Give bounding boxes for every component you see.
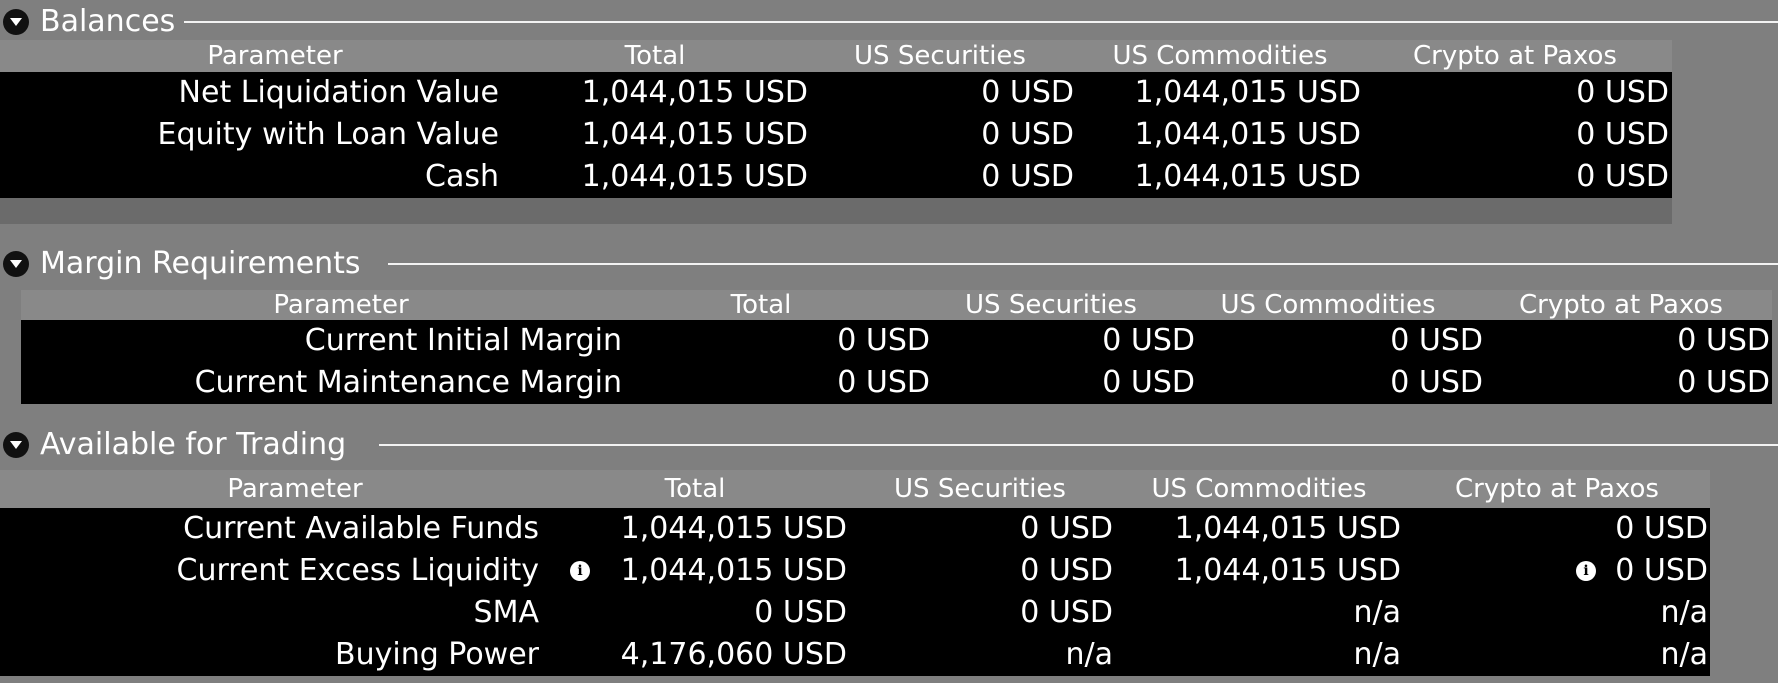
margin-section-header: Margin Requirements: [0, 244, 1778, 284]
us-securities-value: 0 USD: [1020, 553, 1113, 588]
table-row[interactable]: Buying Power 4,176,060 USD n/a n/a n/a: [0, 634, 1710, 676]
crypto-value: 0 USD: [1615, 553, 1708, 588]
us-commodities-value: 1,044,015 USD: [1134, 159, 1361, 194]
info-icon[interactable]: i: [1576, 561, 1596, 581]
total-value: 1,044,015 USD: [620, 553, 847, 588]
total-value: 1,044,015 USD: [581, 117, 808, 152]
row-label: Current Excess Liquidity: [176, 553, 539, 588]
trading-divider: [379, 444, 1778, 446]
trading-collapse-icon[interactable]: [3, 432, 29, 458]
balances-table-header: Parameter Total US Securities US Commodi…: [0, 40, 1672, 72]
us-securities-value: 0 USD: [981, 159, 1074, 194]
us-securities-value: 0 USD: [1020, 595, 1113, 630]
table-row[interactable]: Equity with Loan Value 1,044,015 USD 0 U…: [0, 114, 1672, 156]
margin-divider: [388, 263, 1778, 265]
row-label: Net Liquidation Value: [178, 75, 499, 110]
us-securities-value: n/a: [1065, 637, 1113, 672]
us-securities-value: 0 USD: [1102, 323, 1195, 358]
column-header-us-commodities[interactable]: US Commodities: [1112, 41, 1328, 71]
crypto-value: 0 USD: [1576, 117, 1669, 152]
column-header-us-securities[interactable]: US Securities: [965, 290, 1137, 320]
column-header-crypto[interactable]: Crypto at Paxos: [1413, 41, 1617, 71]
margin-collapse-icon[interactable]: [3, 251, 29, 277]
row-label: SMA: [473, 595, 539, 630]
crypto-value: 0 USD: [1677, 365, 1770, 400]
column-header-crypto[interactable]: Crypto at Paxos: [1455, 474, 1659, 504]
table-row[interactable]: Net Liquidation Value 1,044,015 USD 0 US…: [0, 72, 1672, 114]
balances-title: Balances: [40, 7, 180, 37]
row-label: Cash: [425, 159, 499, 194]
trading-section-header: Available for Trading: [0, 425, 1778, 465]
us-securities-value: 0 USD: [1102, 365, 1195, 400]
crypto-value: n/a: [1660, 637, 1708, 672]
us-commodities-value: 1,044,015 USD: [1174, 553, 1401, 588]
row-label: Equity with Loan Value: [157, 117, 499, 152]
us-commodities-value: n/a: [1353, 637, 1401, 672]
us-securities-value: 0 USD: [981, 117, 1074, 152]
us-commodities-value: 1,044,015 USD: [1134, 75, 1361, 110]
row-label: Current Initial Margin: [304, 323, 622, 358]
column-header-total[interactable]: Total: [664, 474, 726, 504]
us-commodities-value: 0 USD: [1390, 323, 1483, 358]
row-label: Current Available Funds: [183, 511, 539, 546]
table-row[interactable]: Current Maintenance Margin 0 USD 0 USD 0…: [21, 362, 1772, 404]
table-row[interactable]: Current Initial Margin 0 USD 0 USD 0 USD…: [21, 320, 1772, 362]
row-label: Current Maintenance Margin: [194, 365, 622, 400]
total-value: 0 USD: [837, 365, 930, 400]
info-icon[interactable]: i: [570, 561, 590, 581]
crypto-value: 0 USD: [1615, 511, 1708, 546]
crypto-value: 0 USD: [1576, 159, 1669, 194]
table-row[interactable]: SMA 0 USD 0 USD n/a n/a: [0, 592, 1710, 634]
column-header-us-securities[interactable]: US Securities: [854, 41, 1026, 71]
column-header-parameter[interactable]: Parameter: [207, 41, 343, 71]
column-header-parameter[interactable]: Parameter: [227, 474, 363, 504]
us-commodities-value: 1,044,015 USD: [1134, 117, 1361, 152]
balances-section-header: Balances: [0, 2, 1778, 42]
column-header-us-commodities[interactable]: US Commodities: [1151, 474, 1367, 504]
us-securities-value: 0 USD: [981, 75, 1074, 110]
column-header-us-commodities[interactable]: US Commodities: [1220, 290, 1436, 320]
us-commodities-value: 1,044,015 USD: [1174, 511, 1401, 546]
crypto-value: 0 USD: [1677, 323, 1770, 358]
crypto-value: n/a: [1660, 595, 1708, 630]
total-value: 1,044,015 USD: [581, 75, 808, 110]
balances-table-footer: [0, 198, 1672, 224]
table-row[interactable]: Current Available Funds 1,044,015 USD 0 …: [0, 508, 1710, 550]
column-header-parameter[interactable]: Parameter: [273, 290, 409, 320]
balances-table-body: Net Liquidation Value 1,044,015 USD 0 US…: [0, 72, 1672, 198]
row-label: Buying Power: [335, 637, 539, 672]
trading-table-body: Current Available Funds 1,044,015 USD 0 …: [0, 508, 1710, 676]
total-value: 0 USD: [837, 323, 930, 358]
trading-title: Available for Trading: [40, 430, 351, 460]
margin-title: Margin Requirements: [40, 249, 365, 279]
column-header-total[interactable]: Total: [730, 290, 792, 320]
trading-table-header: Parameter Total US Securities US Commodi…: [0, 470, 1710, 508]
total-value: 0 USD: [754, 595, 847, 630]
us-securities-value: 0 USD: [1020, 511, 1113, 546]
total-value: 1,044,015 USD: [581, 159, 808, 194]
column-header-us-securities[interactable]: US Securities: [894, 474, 1066, 504]
us-commodities-value: n/a: [1353, 595, 1401, 630]
margin-table-body: Current Initial Margin 0 USD 0 USD 0 USD…: [21, 320, 1772, 404]
balances-divider: [184, 21, 1778, 23]
balances-collapse-icon[interactable]: [3, 9, 29, 35]
crypto-value: 0 USD: [1576, 75, 1669, 110]
table-row[interactable]: Cash 1,044,015 USD 0 USD 1,044,015 USD 0…: [0, 156, 1672, 198]
table-row[interactable]: Current Excess Liquidity i 1,044,015 USD…: [0, 550, 1710, 592]
us-commodities-value: 0 USD: [1390, 365, 1483, 400]
column-header-total[interactable]: Total: [624, 41, 686, 71]
column-header-crypto[interactable]: Crypto at Paxos: [1519, 290, 1723, 320]
total-value: 4,176,060 USD: [620, 637, 847, 672]
margin-table-header: Parameter Total US Securities US Commodi…: [21, 290, 1772, 320]
total-value: 1,044,015 USD: [620, 511, 847, 546]
